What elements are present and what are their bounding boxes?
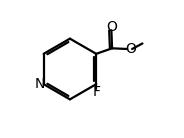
Text: O: O <box>106 20 117 34</box>
Text: N: N <box>35 77 45 91</box>
Text: O: O <box>125 42 136 56</box>
Text: F: F <box>92 85 100 99</box>
